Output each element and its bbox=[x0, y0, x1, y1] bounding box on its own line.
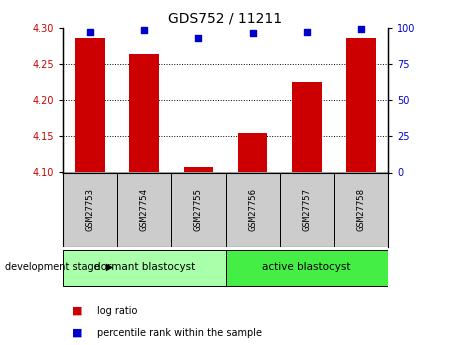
Bar bbox=[171, 172, 226, 247]
Text: GSM27753: GSM27753 bbox=[86, 188, 95, 231]
Text: development stage  ▶: development stage ▶ bbox=[5, 263, 113, 272]
Text: ■: ■ bbox=[72, 328, 83, 338]
Bar bbox=[63, 172, 117, 247]
Text: ■: ■ bbox=[72, 306, 83, 315]
Point bbox=[141, 28, 148, 33]
Text: GSM27756: GSM27756 bbox=[248, 188, 257, 231]
Bar bbox=[292, 82, 322, 172]
Bar bbox=[280, 172, 334, 247]
Bar bbox=[184, 167, 213, 172]
Point bbox=[249, 31, 256, 36]
Point bbox=[303, 29, 310, 35]
Text: dormant blastocyst: dormant blastocyst bbox=[94, 263, 195, 272]
Bar bbox=[129, 55, 159, 172]
Text: log ratio: log ratio bbox=[97, 306, 138, 315]
Bar bbox=[226, 172, 280, 247]
Text: GSM27755: GSM27755 bbox=[194, 188, 203, 231]
Bar bbox=[75, 38, 105, 172]
Text: active blastocyst: active blastocyst bbox=[262, 263, 351, 272]
Point bbox=[195, 35, 202, 40]
Bar bbox=[346, 38, 376, 172]
Bar bbox=[238, 132, 267, 172]
Point bbox=[87, 29, 94, 35]
Point bbox=[357, 26, 364, 32]
Bar bbox=[63, 249, 226, 286]
Text: percentile rank within the sample: percentile rank within the sample bbox=[97, 328, 262, 338]
Text: GSM27758: GSM27758 bbox=[356, 188, 365, 231]
Bar bbox=[117, 172, 171, 247]
Bar bbox=[226, 249, 388, 286]
Title: GDS752 / 11211: GDS752 / 11211 bbox=[168, 11, 283, 25]
Text: GSM27757: GSM27757 bbox=[302, 188, 311, 231]
Bar bbox=[334, 172, 388, 247]
Text: GSM27754: GSM27754 bbox=[140, 188, 149, 231]
